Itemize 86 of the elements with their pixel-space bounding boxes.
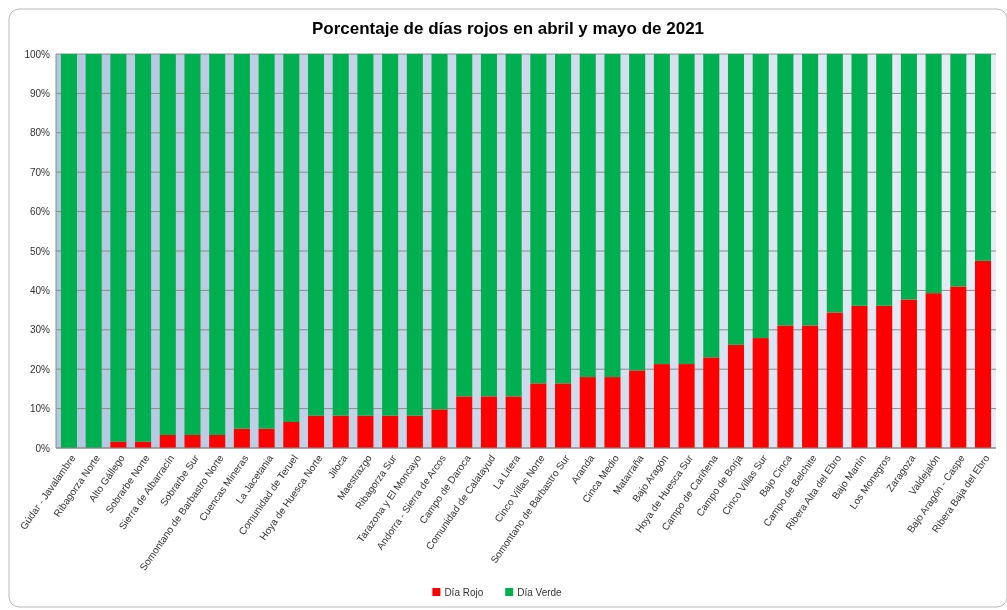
- y-tick-label: 70%: [29, 166, 51, 178]
- bar: [802, 325, 819, 448]
- bar: [752, 54, 769, 339]
- y-tick-label: 0%: [35, 442, 51, 454]
- bar: [851, 54, 868, 306]
- y-tick-label: 90%: [29, 87, 51, 99]
- bar: [752, 338, 769, 448]
- bar: [307, 54, 325, 416]
- bar: [382, 54, 399, 416]
- y-tick-label: 20%: [29, 363, 51, 375]
- bar: [950, 54, 967, 287]
- bar: [258, 428, 275, 448]
- bar: [653, 54, 670, 365]
- y-tick-label: 40%: [29, 284, 51, 296]
- legend-label: Día Verde: [517, 587, 563, 598]
- bar: [727, 54, 745, 345]
- bar: [530, 383, 547, 448]
- bar: [332, 415, 349, 448]
- bar: [357, 415, 374, 448]
- bar: [826, 54, 843, 313]
- bar: [258, 54, 275, 429]
- bar: [184, 54, 201, 435]
- bar: [925, 54, 942, 294]
- bar: [530, 54, 547, 384]
- bar: [703, 357, 720, 448]
- bar: [900, 299, 917, 448]
- bar: [233, 54, 250, 429]
- bar: [579, 54, 596, 378]
- bar: [456, 54, 473, 397]
- bar: [876, 305, 893, 448]
- bar: [332, 54, 349, 416]
- bar: [184, 435, 201, 448]
- bar: [431, 409, 448, 448]
- bar: [110, 54, 127, 442]
- bar: [159, 54, 176, 435]
- bar: [406, 54, 423, 416]
- bar: [357, 54, 374, 416]
- bar: [209, 54, 226, 435]
- bar: [233, 428, 250, 448]
- bar: [629, 54, 646, 371]
- bar: [876, 54, 893, 306]
- bar: [406, 415, 423, 448]
- bar: [283, 422, 300, 448]
- bar: [777, 54, 794, 326]
- bar: [555, 54, 572, 384]
- bar: [159, 435, 176, 448]
- bar: [480, 396, 497, 448]
- y-tick-label: 30%: [29, 324, 51, 336]
- bar: [802, 54, 819, 326]
- chart-title: Porcentaje de días rojos en abril y mayo de 2021: [311, 19, 705, 38]
- bar: [950, 286, 967, 448]
- bar: [60, 54, 77, 448]
- bar: [431, 54, 448, 410]
- bar: [555, 383, 572, 448]
- bar: [283, 54, 300, 422]
- bar: [209, 435, 226, 448]
- bar: [727, 344, 745, 448]
- bar: [604, 54, 621, 378]
- bar: [777, 325, 794, 448]
- bar: [456, 396, 473, 448]
- bar: [505, 396, 522, 448]
- bar: [629, 370, 646, 448]
- bar: [85, 54, 102, 448]
- bar: [900, 54, 917, 300]
- bar: [505, 54, 522, 397]
- bar: [678, 364, 695, 448]
- y-tick-label: 10%: [29, 403, 51, 415]
- bar: [135, 54, 152, 442]
- bar: [925, 293, 942, 448]
- bar: [653, 364, 670, 448]
- bar: [703, 54, 720, 358]
- bar: [480, 54, 497, 397]
- y-tick-label: 50%: [29, 245, 51, 257]
- legend-label: Día Rojo: [444, 587, 484, 598]
- bar: [604, 377, 621, 448]
- y-tick-label: 100%: [24, 48, 51, 60]
- bar: [382, 415, 399, 448]
- bar: [579, 377, 596, 448]
- bar: [678, 54, 695, 365]
- bar: [826, 312, 843, 448]
- bar: [975, 54, 992, 261]
- y-tick-label: 60%: [29, 206, 51, 218]
- bar: [851, 305, 868, 448]
- bar: [975, 260, 992, 448]
- bar: [307, 415, 325, 448]
- y-tick-label: 80%: [29, 127, 51, 139]
